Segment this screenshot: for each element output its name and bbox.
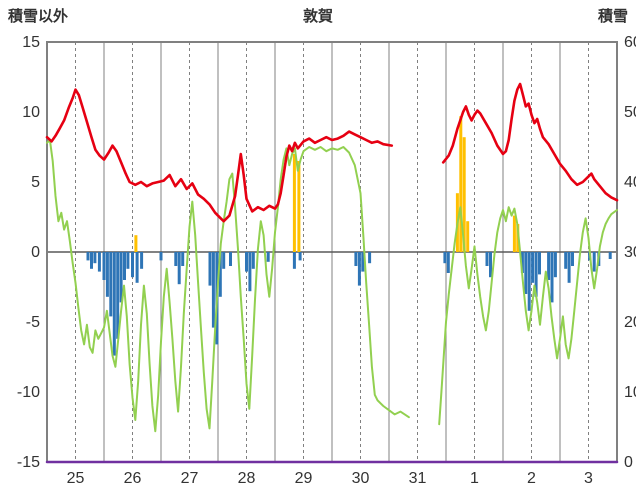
right-tick-label-10: 10 xyxy=(624,384,636,401)
blue-bars-bar xyxy=(547,252,551,280)
blue-bars-bar xyxy=(181,252,185,266)
right-tick-label-20: 20 xyxy=(624,314,636,331)
blue-bars-bar xyxy=(140,252,144,269)
left-tick-label--5: -5 xyxy=(26,314,40,331)
blue-bars-bar xyxy=(608,252,612,259)
x-label-31: 31 xyxy=(409,470,427,487)
series-blue-bars xyxy=(86,252,612,356)
blue-bars-bar xyxy=(211,252,215,328)
series-green-line xyxy=(46,139,618,433)
blue-bars-bar xyxy=(218,252,222,297)
blue-bars-bar xyxy=(116,252,120,339)
left-tick-label--10: -10 xyxy=(17,384,40,401)
blue-bars-bar xyxy=(567,252,571,283)
blue-bars-bar xyxy=(245,252,248,272)
blue-bars-bar xyxy=(102,252,106,280)
blue-bars-bar xyxy=(119,252,123,303)
blue-bars-bar xyxy=(135,252,139,283)
green-line-path xyxy=(46,139,410,433)
blue-bars-bar xyxy=(266,252,270,262)
right-axis-title: 積雪 xyxy=(597,7,628,25)
blue-bars-bar xyxy=(126,252,130,269)
blue-bars-bar xyxy=(571,252,574,266)
blue-bars-bar xyxy=(174,252,178,266)
orange-bars-bar xyxy=(462,137,466,252)
blue-bars-bar xyxy=(354,252,358,266)
blue-bars-bar xyxy=(520,252,524,273)
left-tick-label-15: 15 xyxy=(22,34,40,51)
orange-bars-bar xyxy=(466,221,470,252)
blue-bars-bar xyxy=(368,252,372,264)
right-tick-label-0: 0 xyxy=(624,454,633,471)
blue-bars-bar xyxy=(177,252,181,285)
blue-bars-bar xyxy=(524,252,528,294)
orange-bars-bar xyxy=(297,161,301,252)
x-label-29: 29 xyxy=(295,470,313,487)
blue-bars-bar xyxy=(534,252,538,297)
blue-bars-bar xyxy=(527,252,531,311)
x-label-2: 2 xyxy=(527,470,536,487)
left-axis-title: 積雪以外 xyxy=(7,7,68,25)
chart-title: 敦賀 xyxy=(303,7,333,25)
x-label-28: 28 xyxy=(238,470,256,487)
right-tick-label-60: 60 xyxy=(624,34,636,51)
green-line-path xyxy=(438,206,618,426)
blue-bars-bar xyxy=(123,252,126,280)
blue-bars-bar xyxy=(564,252,568,269)
blue-bars-bar xyxy=(86,252,90,261)
blue-bars-bar xyxy=(251,252,255,269)
blue-bars-bar xyxy=(208,252,212,286)
blue-bars-bar xyxy=(443,252,447,264)
blue-bars-bar xyxy=(222,252,226,269)
blue-bars-bar xyxy=(357,252,361,286)
orange-bars-bar xyxy=(512,215,516,252)
x-label-3: 3 xyxy=(584,470,593,487)
blue-bars-bar xyxy=(229,252,232,266)
x-label-26: 26 xyxy=(124,470,142,487)
right-tick-label-40: 40 xyxy=(624,174,636,191)
blue-bars-bar xyxy=(105,252,109,297)
blue-bars-bar xyxy=(159,252,163,261)
blue-bars-bar xyxy=(97,252,101,272)
x-label-1: 1 xyxy=(470,470,479,487)
red-line-path xyxy=(441,82,619,202)
left-tick-label-5: 5 xyxy=(31,174,40,191)
orange-bars-bar xyxy=(134,235,138,252)
blue-bars-bar xyxy=(592,252,596,272)
blue-bars-bar xyxy=(292,252,296,269)
blue-bars-bar xyxy=(131,252,134,278)
orange-bars-bar xyxy=(292,154,296,252)
blue-bars-bar xyxy=(550,252,554,303)
blue-bars-bar xyxy=(109,252,113,317)
x-label-25: 25 xyxy=(67,470,85,487)
series-red-line xyxy=(45,82,619,223)
blue-bars-bar xyxy=(553,252,557,278)
x-label-30: 30 xyxy=(352,470,370,487)
blue-bars-bar xyxy=(112,252,116,356)
blue-bars-bar xyxy=(248,252,252,292)
blue-bars-bar xyxy=(298,252,302,261)
right-tick-label-50: 50 xyxy=(624,104,636,121)
blue-bars-bar xyxy=(531,252,535,283)
blue-bars-bar xyxy=(489,252,492,278)
blue-bars-bar xyxy=(93,252,97,264)
red-line-path xyxy=(45,88,394,223)
right-tick-label-30: 30 xyxy=(624,244,636,261)
left-tick-label--15: -15 xyxy=(17,454,40,471)
blue-bars-bar xyxy=(361,252,365,272)
left-tick-label-0: 0 xyxy=(31,244,40,261)
left-tick-label-10: 10 xyxy=(22,104,40,121)
orange-bars-bar xyxy=(459,116,463,252)
blue-bars-bar xyxy=(446,252,450,273)
plot-area: 151050-5-10-1560504030201002526272829303… xyxy=(17,34,636,487)
blue-bars-bar xyxy=(90,252,93,269)
blue-bars-bar xyxy=(485,252,489,266)
x-label-27: 27 xyxy=(181,470,199,487)
blue-bars-bar xyxy=(538,252,541,275)
